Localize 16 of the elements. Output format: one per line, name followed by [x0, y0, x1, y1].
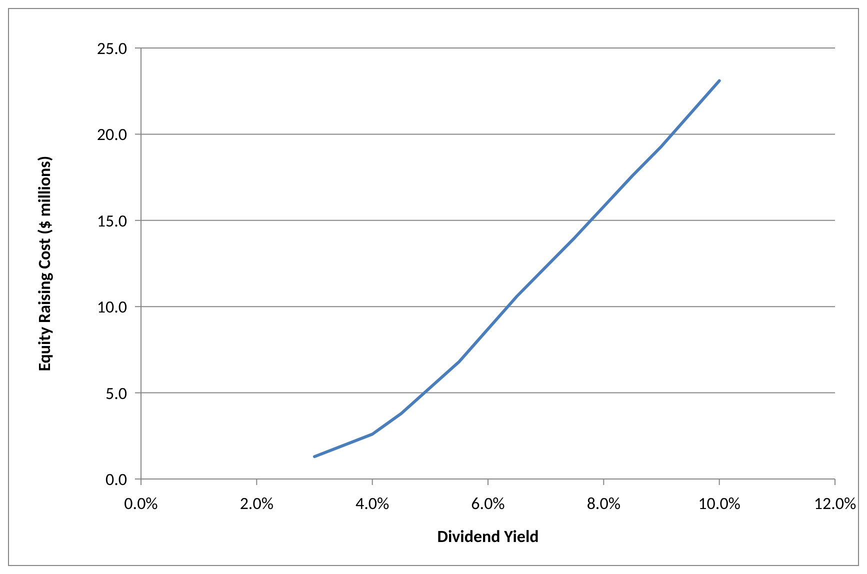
y-tick-label: 0.0: [105, 468, 128, 490]
x-tick-label: 12.0%: [814, 493, 856, 514]
line-series: [313, 79, 721, 458]
x-tick-label: 4.0%: [355, 493, 390, 514]
x-tick-label: 2.0%: [240, 493, 274, 514]
y-tick-label: 25.0: [96, 38, 128, 59]
y-tick-label: 10.0: [96, 296, 128, 318]
y-axis-title: Equity Raising Cost ($ millions): [34, 156, 55, 372]
x-tick-label: 8.0%: [586, 493, 621, 514]
y-tick-label: 15.0: [96, 210, 128, 232]
y-tick-label: 20.0: [96, 124, 128, 146]
x-tick-label: 6.0%: [471, 493, 505, 514]
y-tick-label: 5.0: [105, 382, 128, 404]
x-axis-title: Dividend Yield: [437, 526, 539, 547]
x-tick-label: 10.0%: [698, 493, 740, 514]
x-tick-label: 0.0%: [124, 493, 158, 514]
